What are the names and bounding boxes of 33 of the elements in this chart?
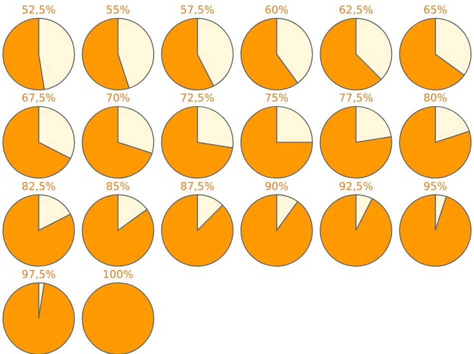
pie-slice: [240, 194, 313, 267]
chart-title: 62,5%: [338, 4, 374, 17]
pie-slice: [240, 106, 313, 179]
pie-slice: [320, 194, 392, 267]
chart-title: 57,5%: [180, 4, 214, 17]
chart-title: 100%: [102, 268, 134, 281]
pie-slice: [399, 106, 472, 178]
pie-slice: [161, 194, 234, 267]
pie-slice: [161, 106, 234, 179]
chart-title: 65%: [423, 4, 448, 17]
chart-title: 75%: [264, 92, 289, 105]
chart-title: 52,5%: [22, 4, 56, 17]
chart-title: 95%: [423, 180, 448, 193]
chart-title: 70%: [106, 92, 130, 105]
chart-title: 87,5%: [180, 180, 214, 193]
chart-title: 60%: [264, 4, 289, 17]
pie-slice: [2, 282, 75, 354]
pie-slice: [82, 106, 152, 179]
chart-title: 90%: [264, 180, 289, 193]
chart-title: 72,5%: [180, 92, 214, 105]
chart-title: 82,5%: [22, 180, 56, 193]
pie-slice: [399, 194, 472, 267]
chart-title: 97,5%: [22, 268, 56, 281]
chart-title: 92,5%: [338, 180, 374, 193]
chart-title: 55%: [106, 4, 130, 17]
chart-title: 77,5%: [338, 92, 374, 105]
chart-title: 80%: [423, 92, 448, 105]
pie-slice: [320, 106, 392, 178]
chart-title: 85%: [106, 180, 130, 193]
pie-slice: [2, 194, 75, 267]
pie-slice: [82, 194, 154, 267]
chart-title: 67,5%: [22, 92, 56, 105]
pie-slice: [2, 106, 72, 178]
